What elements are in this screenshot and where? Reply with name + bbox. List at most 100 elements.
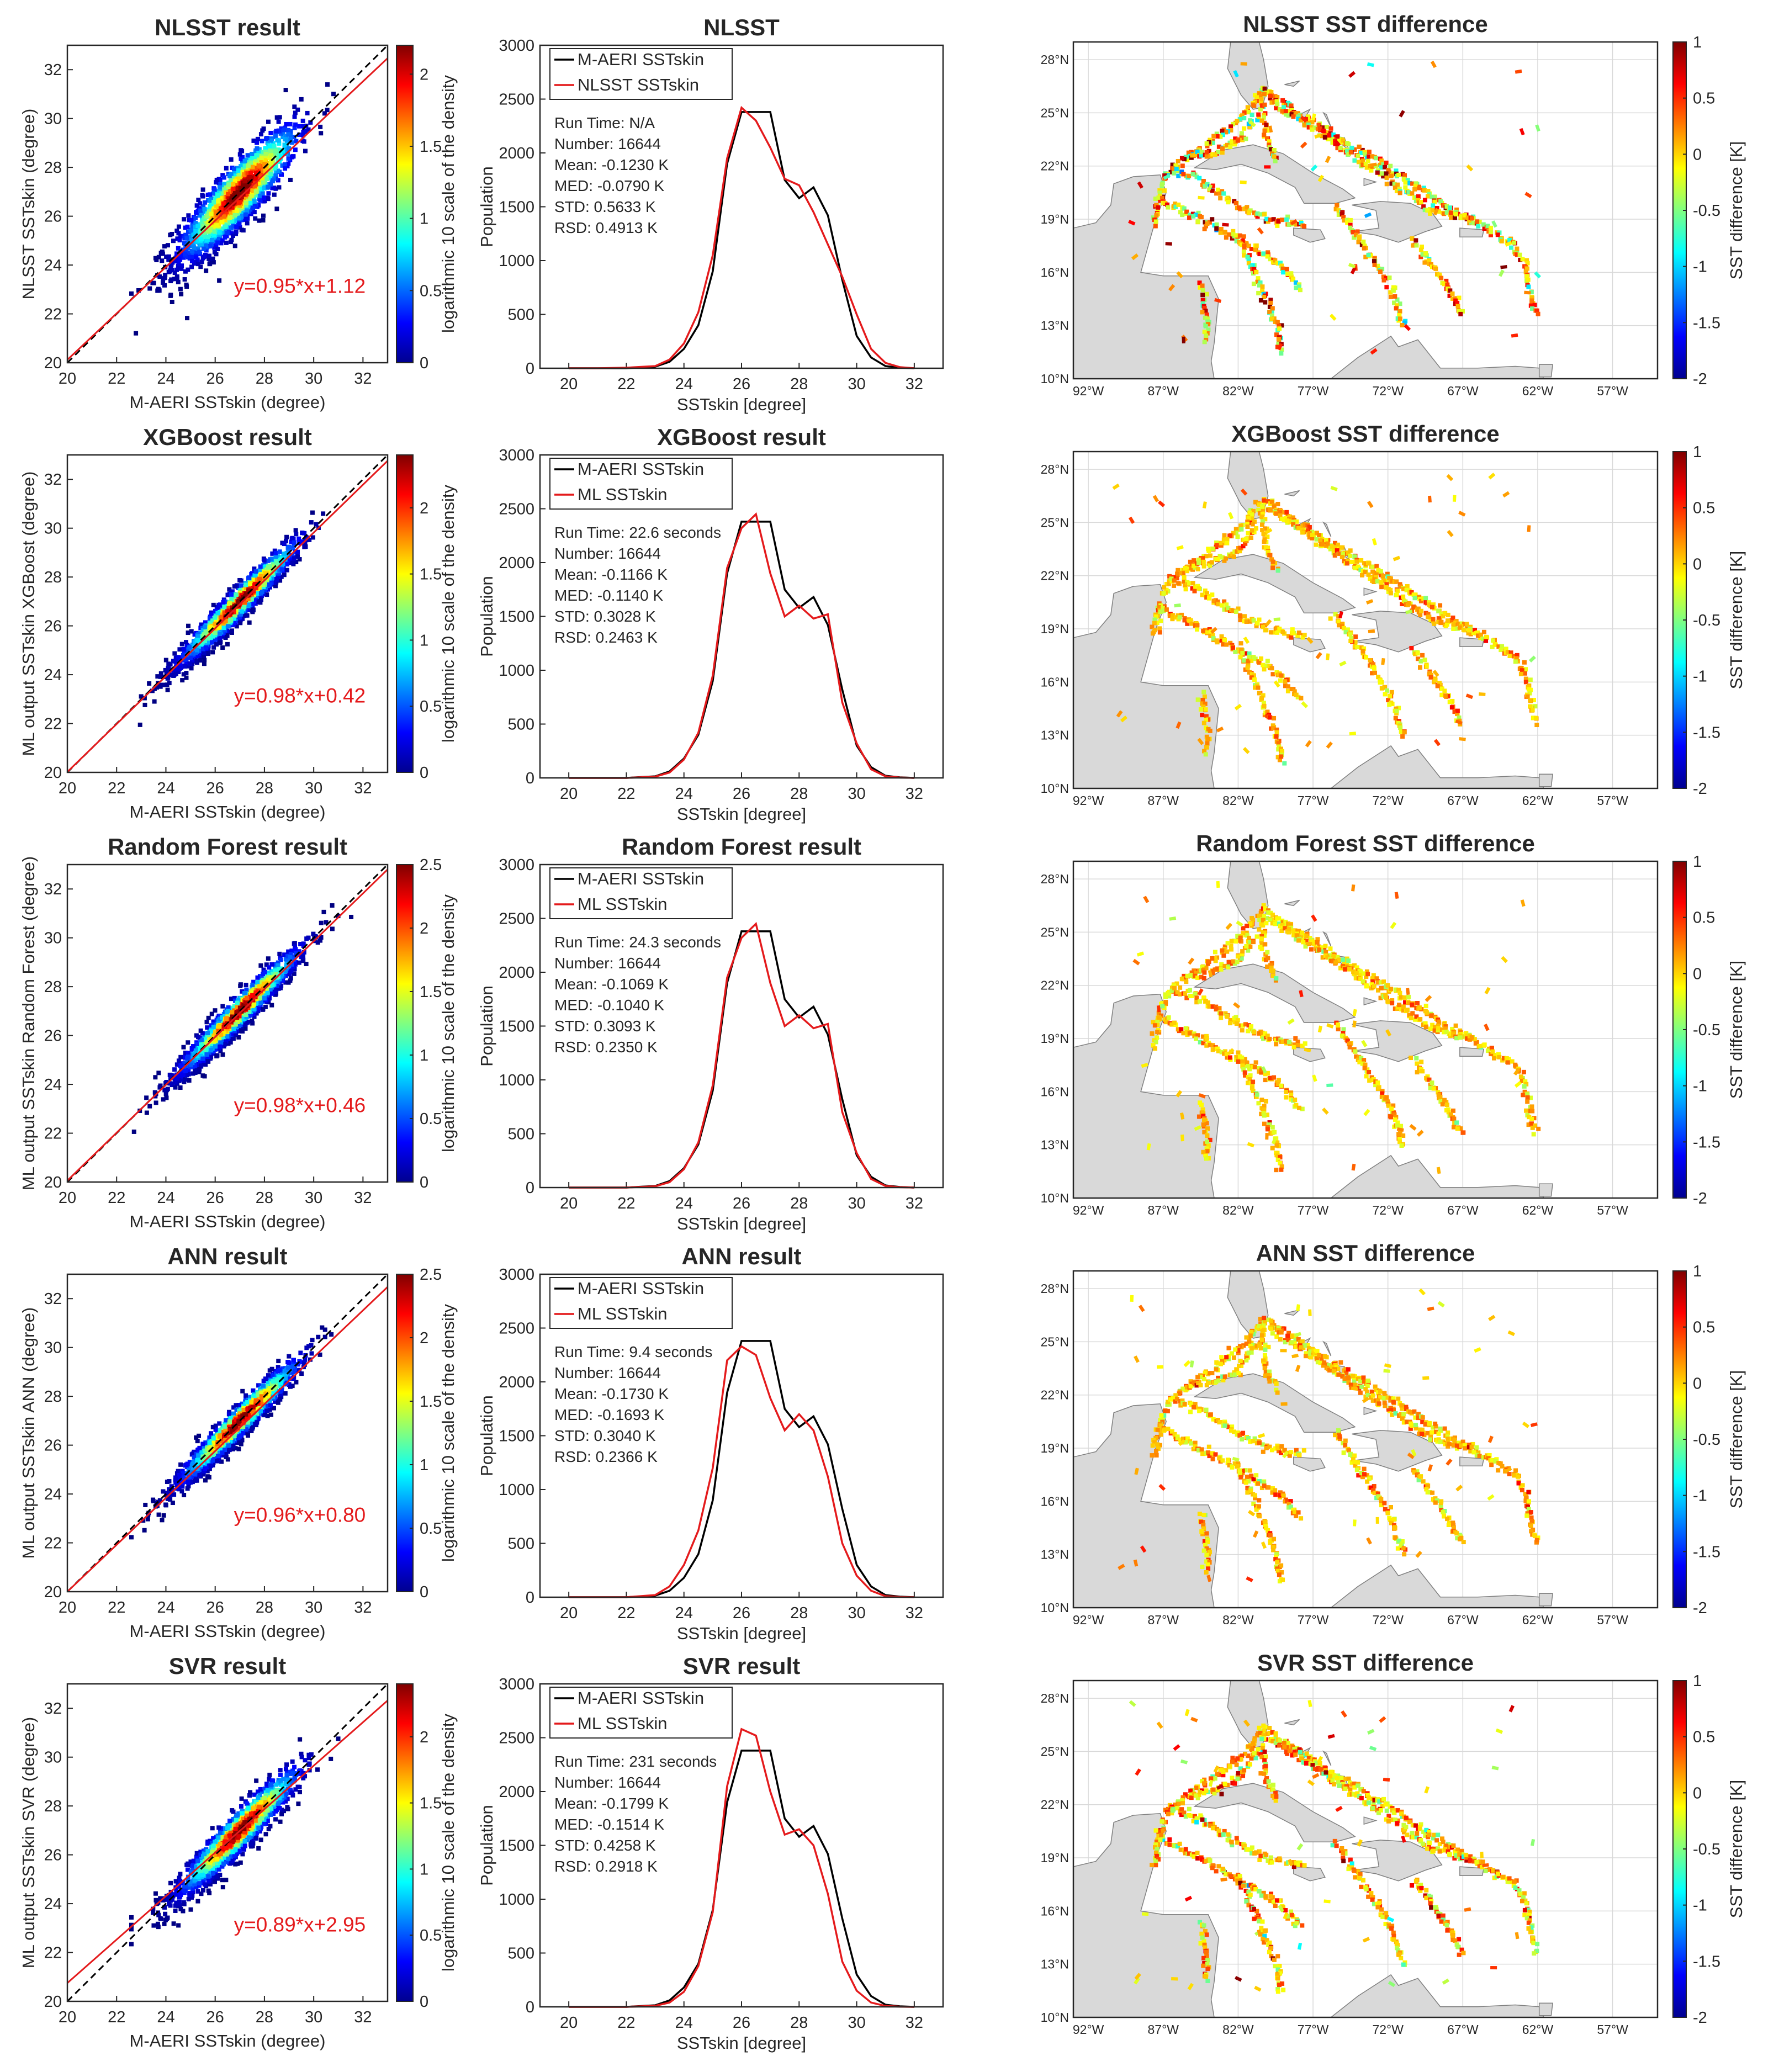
density-point	[192, 232, 197, 237]
density-point	[224, 220, 229, 225]
difference-segment	[1314, 133, 1322, 139]
difference-point	[1499, 239, 1504, 243]
difference-point	[1221, 191, 1226, 196]
colorbar-tick-label: 2	[420, 66, 428, 83]
difference-point	[1246, 257, 1251, 262]
difference-point	[1378, 172, 1383, 177]
density-point	[282, 128, 287, 133]
density-point	[182, 277, 187, 282]
density-point	[264, 161, 269, 166]
difference-point	[1395, 316, 1400, 321]
difference-point	[1299, 220, 1304, 225]
density-point	[162, 275, 167, 280]
y-tick-label: 1000	[499, 252, 534, 270]
density-point	[211, 199, 216, 204]
density-point	[208, 192, 213, 197]
density-point	[238, 186, 243, 191]
difference-point	[1200, 310, 1205, 315]
difference-point	[1230, 236, 1235, 241]
density-point	[241, 166, 246, 171]
difference-point	[1200, 288, 1205, 293]
density-point	[295, 107, 300, 112]
difference-point	[1233, 139, 1238, 144]
difference-point	[1489, 230, 1494, 235]
density-point	[297, 133, 302, 137]
difference-point	[1249, 113, 1254, 118]
difference-point	[1220, 146, 1225, 151]
difference-point	[1402, 730, 1407, 735]
density-point	[238, 621, 243, 626]
density-point	[270, 557, 275, 561]
density-point	[175, 236, 180, 241]
difference-point	[1269, 316, 1274, 321]
density-point	[237, 200, 242, 205]
difference-point	[1275, 320, 1280, 325]
density-point	[258, 193, 263, 198]
density-point	[261, 126, 266, 131]
density-point	[147, 286, 152, 291]
density-point	[230, 214, 235, 219]
difference-point	[1429, 605, 1434, 610]
y-tick-label: 2000	[499, 554, 534, 572]
difference-point	[1339, 212, 1344, 217]
difference-point	[1443, 693, 1448, 698]
density-point	[202, 661, 207, 666]
density-point	[277, 115, 282, 120]
density-point	[237, 225, 242, 230]
y-tick-label: 32	[44, 471, 62, 489]
difference-point	[1215, 640, 1220, 645]
density-point	[204, 248, 209, 253]
difference-point	[1238, 613, 1243, 618]
density-point	[277, 153, 282, 158]
density-point	[230, 628, 235, 633]
density-point	[227, 200, 232, 205]
difference-point	[1267, 139, 1272, 144]
density-point	[218, 182, 223, 187]
difference-point	[1335, 134, 1340, 139]
density-point	[269, 146, 274, 151]
x-tick-label: 24	[675, 785, 693, 803]
density-point	[319, 131, 324, 136]
density-point	[322, 111, 327, 116]
stats-line: RSD: 0.2463 K	[554, 629, 658, 646]
density-point	[232, 210, 237, 215]
difference-point	[1279, 754, 1284, 759]
density-point	[261, 168, 266, 173]
difference-point	[1284, 217, 1289, 222]
difference-point	[1397, 316, 1402, 321]
density-point	[236, 216, 241, 221]
map-frame	[1072, 41, 1659, 380]
density-point	[212, 232, 217, 237]
difference-point	[1525, 694, 1530, 699]
density-point	[279, 126, 284, 131]
difference-point	[1488, 232, 1493, 237]
difference-point	[1530, 708, 1535, 713]
difference-point	[1289, 103, 1294, 108]
difference-point	[1208, 728, 1213, 733]
density-point	[172, 277, 177, 282]
difference-point	[1320, 542, 1325, 547]
difference-point	[1275, 95, 1280, 100]
density-point	[253, 166, 258, 171]
density-point	[277, 185, 282, 190]
density-point	[273, 550, 278, 555]
difference-segment	[1233, 70, 1239, 78]
x-tick-label: 32	[906, 375, 923, 393]
difference-point	[1204, 292, 1209, 296]
stats-line: Mean: -0.1230 K	[554, 156, 669, 173]
density-point	[251, 138, 256, 143]
difference-point	[1481, 629, 1486, 634]
density-point	[318, 124, 323, 129]
difference-point	[1154, 203, 1159, 208]
density-point	[209, 202, 214, 206]
density-point	[286, 132, 291, 137]
legend-entry: M-AERI SSTskin	[578, 459, 704, 479]
difference-point	[1397, 187, 1402, 192]
density-point	[303, 149, 308, 153]
density-point	[242, 174, 247, 179]
difference-point	[1333, 141, 1338, 146]
difference-point	[1174, 166, 1179, 171]
density-point	[262, 157, 267, 162]
